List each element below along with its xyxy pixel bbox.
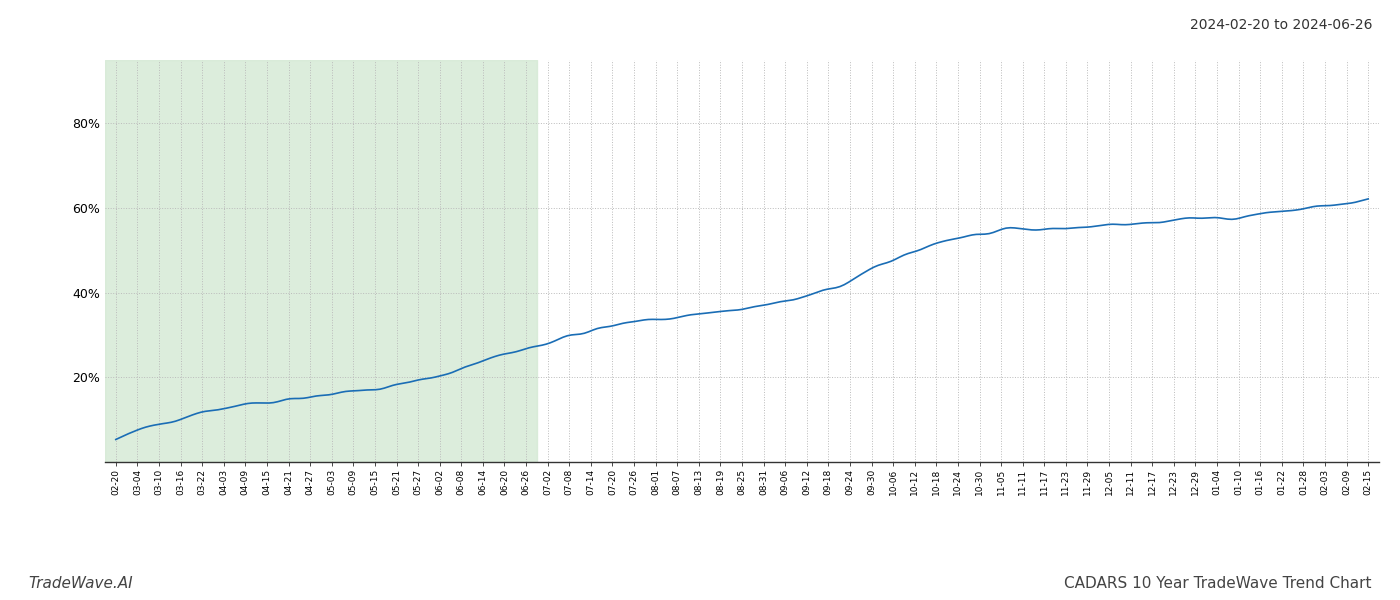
Bar bbox=[105, 60, 536, 462]
Text: CADARS 10 Year TradeWave Trend Chart: CADARS 10 Year TradeWave Trend Chart bbox=[1064, 576, 1372, 591]
Text: 2024-02-20 to 2024-06-26: 2024-02-20 to 2024-06-26 bbox=[1190, 18, 1372, 32]
Text: TradeWave.AI: TradeWave.AI bbox=[28, 576, 133, 591]
